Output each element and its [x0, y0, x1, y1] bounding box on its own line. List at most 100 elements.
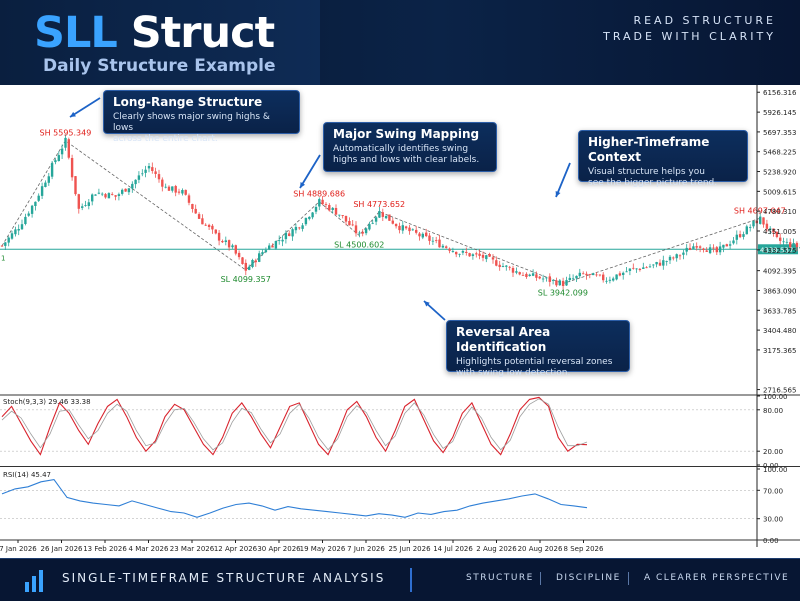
candle — [191, 204, 194, 209]
y-tick-label: 3175.365 — [763, 347, 796, 355]
y-tick-label: 5697.353 — [763, 129, 796, 137]
candle — [221, 241, 224, 243]
x-tick-label: 7 Jun 2026 — [347, 545, 385, 553]
candle — [40, 186, 44, 196]
rsi-label: RSI(14) 45.47 — [3, 471, 51, 479]
candle — [284, 232, 288, 240]
x-tick-label: 8 Sep 2026 — [564, 545, 604, 553]
y-tick-label: 4780.310 — [763, 208, 796, 216]
candle — [60, 148, 64, 155]
title-part1: SLL — [34, 8, 118, 58]
callout-title: Reversal Area Identification — [456, 325, 551, 354]
candle — [555, 280, 558, 286]
app-subtitle: Daily Structure Example — [43, 56, 276, 76]
swing-low-label: SL 3942.099 — [538, 289, 588, 298]
candle — [759, 216, 762, 224]
candle — [388, 214, 391, 221]
candle — [87, 202, 90, 206]
candle — [448, 248, 451, 251]
y-tick-label: 4092.395 — [763, 268, 796, 276]
candle — [545, 277, 548, 279]
x-tick-label: 19 May 2026 — [300, 545, 346, 553]
x-tick-label: 26 Jan 2026 — [41, 545, 84, 553]
callout-arrowhead — [70, 111, 76, 117]
candle — [598, 274, 602, 276]
candle — [531, 273, 535, 276]
candle — [475, 253, 478, 255]
candle — [435, 240, 438, 241]
candle — [394, 223, 398, 227]
y-tick-label: 4332.525 — [763, 247, 796, 255]
candle — [708, 247, 712, 254]
callout-body: Highlights potential reversal zones with… — [456, 357, 613, 378]
candle — [384, 215, 388, 219]
candle — [44, 182, 47, 187]
candle — [0, 245, 4, 247]
candle — [715, 247, 718, 253]
candle — [328, 205, 331, 211]
candle — [311, 212, 314, 218]
candle — [458, 253, 461, 255]
candle — [558, 280, 561, 286]
candle — [451, 251, 455, 252]
candle — [612, 278, 615, 281]
candle — [294, 226, 298, 231]
candle — [114, 195, 117, 197]
candle — [47, 176, 50, 183]
x-tick-label: 12 Apr 2026 — [214, 545, 258, 553]
candle — [154, 171, 157, 174]
candle — [258, 253, 261, 262]
title-panel — [0, 0, 320, 85]
candle — [17, 229, 20, 231]
y-tick-label: 3404.480 — [763, 327, 796, 335]
candle — [575, 275, 578, 279]
candle — [672, 257, 675, 259]
candle — [54, 160, 57, 163]
candle — [425, 232, 428, 237]
candle — [364, 228, 368, 234]
stoch-line-2 — [1, 398, 588, 451]
candle — [725, 244, 728, 247]
callout-htf-context: Higher-Timeframe Context Visual structur… — [578, 130, 748, 188]
candle — [792, 243, 795, 248]
candle — [738, 234, 742, 238]
candle — [81, 206, 84, 208]
candle — [261, 252, 264, 255]
candle — [147, 166, 151, 169]
bar-chart-icon — [25, 570, 43, 592]
callout-title: Long-Range Structure — [113, 95, 263, 109]
footer-separator — [540, 572, 541, 585]
candle — [10, 233, 14, 239]
candle — [538, 276, 541, 279]
candle — [465, 251, 468, 253]
candle — [244, 262, 247, 271]
candle — [197, 214, 201, 219]
candle — [495, 260, 498, 266]
x-tick-label: 23 Mar 2026 — [170, 545, 215, 553]
candle — [74, 176, 77, 195]
candle — [187, 195, 191, 203]
candle — [652, 264, 655, 266]
candle — [455, 251, 458, 255]
x-tick-label: 7 Jan 2026 — [0, 545, 37, 553]
candle — [742, 234, 745, 237]
candle — [702, 248, 705, 250]
candle — [592, 273, 595, 276]
tagline-line1: READ STRUCTURE — [633, 14, 776, 27]
candle — [131, 183, 134, 189]
candle — [795, 242, 799, 248]
callout-arrowhead — [555, 191, 561, 197]
candle — [491, 257, 495, 260]
candle — [241, 257, 244, 264]
candle — [785, 241, 789, 243]
candle — [101, 193, 104, 195]
candle — [441, 245, 445, 248]
y-tick-label: 5468.225 — [763, 149, 796, 157]
candle — [308, 216, 311, 219]
candle — [151, 167, 154, 171]
candle — [288, 233, 291, 236]
candle — [692, 246, 695, 249]
y-tick-label: 3633.785 — [763, 307, 796, 315]
candle — [37, 195, 40, 201]
